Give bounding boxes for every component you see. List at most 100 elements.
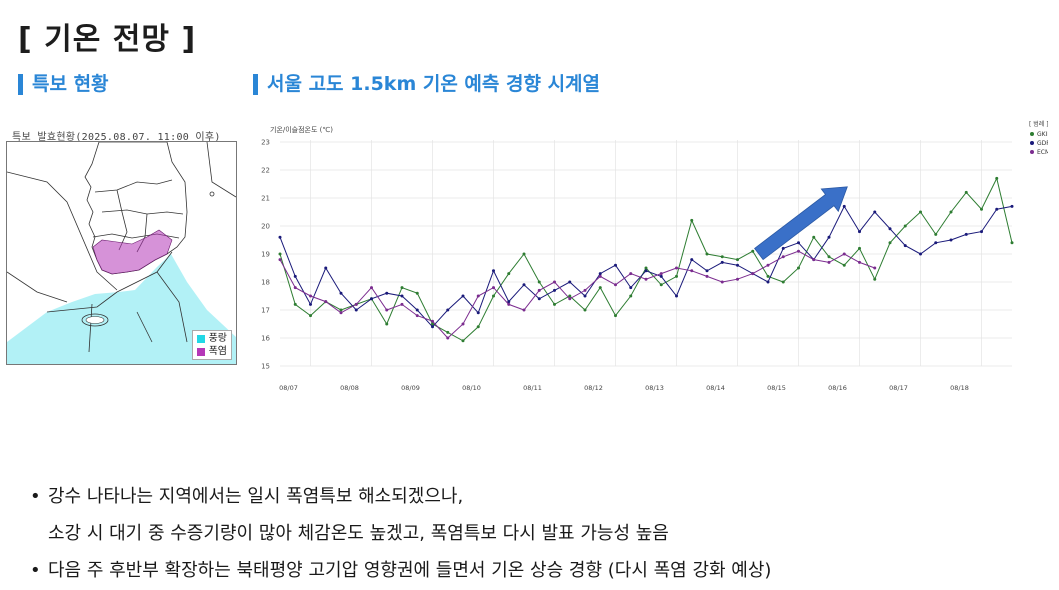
legend-title: [ 범례 ] [1029,120,1048,128]
y-tick-label: 23 [261,139,270,147]
y-tick-label: 17 [261,307,270,315]
x-tick-label: 08/15 [767,384,786,392]
data-point-gdps [766,280,770,284]
data-point-ecmw [354,302,358,306]
data-point-gkim [614,314,617,318]
data-point-gkim [522,252,526,256]
data-point-gkim [934,232,938,236]
warning-map: 풍랑 폭염 [6,141,237,365]
data-point-gkim [842,263,846,267]
data-point-gkim [858,246,861,250]
data-point-gkim [507,272,511,276]
data-point-gkim [980,207,983,211]
map-caption: 특보 발효현황(2025.08.07. 11:00 이후) [12,132,221,143]
legend-item-wind-wave: 풍랑 [196,332,227,345]
data-point-gdps [309,302,312,306]
data-point-ecmw [553,280,556,284]
x-tick-label: 08/10 [462,384,481,392]
data-point-ecmw [583,288,587,292]
data-point-ecmw [659,272,663,276]
data-point-ecmw [675,266,678,270]
data-point-gkim [873,277,877,281]
map-legend: 풍랑 폭염 [191,330,232,360]
data-point-gdps [415,308,419,312]
data-point-gkim [385,322,389,326]
data-point-ecmw [522,308,526,312]
legend-marker-gdps [1030,141,1034,145]
data-point-gdps [583,294,587,298]
x-tick-label: 08/07 [279,384,298,392]
data-point-gdps [858,230,861,234]
data-point-gkim [705,252,709,256]
data-point-gdps [919,252,922,256]
data-point-ecmw [690,269,694,273]
data-point-gdps [339,291,343,295]
page-title: [ 기온 전망 ] [18,22,197,57]
data-point-gdps [736,263,739,267]
data-point-gkim [309,314,312,318]
data-point-ecmw [370,286,373,290]
legend-marker-gkim [1030,132,1034,136]
data-point-gdps [980,230,983,234]
data-point-gdps [553,288,556,292]
data-point-gkim [431,322,434,326]
data-point-gdps [1010,204,1014,208]
data-point-gdps [293,274,297,278]
data-point-ecmw [766,263,770,267]
data-point-ecmw [309,294,312,298]
data-point-gkim [476,325,480,329]
data-point-ecmw [492,286,495,290]
data-point-ecmw [415,314,419,318]
legend-label-wind-wave: 풍랑 [208,333,227,344]
x-tick-label: 08/17 [889,384,908,392]
data-point-ecmw [812,258,816,262]
y-tick-label: 18 [261,279,270,287]
data-point-ecmw [431,319,434,323]
data-point-gkim [827,255,831,259]
bullet-item: • 강수 나타나는 지역에서는 일시 폭염특보 해소되겠으나, [30,478,771,515]
data-point-gkim [675,274,678,278]
series-line-ecmw [279,250,875,339]
data-point-gdps [949,238,953,242]
data-point-ecmw [278,258,282,262]
data-point-ecmw [293,286,297,290]
data-point-ecmw [614,283,617,287]
data-point-gkim [553,302,556,306]
y-tick-label: 15 [261,363,270,371]
bullet-continuation: 소강 시 대기 중 수증기량이 많아 체감온도 높겠고, 폭염특보 다시 발표 … [48,523,669,544]
data-point-gdps [461,294,465,298]
data-point-gdps [278,235,282,239]
data-point-gkim [964,190,968,194]
data-point-gdps [720,260,724,264]
data-point-gdps [995,207,999,211]
heatwave-swatch [196,347,205,356]
data-point-ecmw [705,274,709,278]
series-line-gkim [279,176,1013,342]
chart-legend: [ 범례 ] GKIM GDPS ECMW [1029,120,1056,156]
data-point-gkim [690,218,694,222]
y-tick-label: 22 [261,167,270,175]
data-point-gkim [278,252,282,256]
marine-warning-area [7,254,236,364]
data-point-gdps [659,274,663,278]
data-point-ecmw [461,322,465,326]
y-tick-label: 16 [261,335,270,343]
data-point-gdps [522,283,526,287]
data-point-ecmw [339,311,343,315]
data-point-ecmw [751,272,755,276]
y-tick-label: 19 [261,251,270,259]
legend-label-heatwave: 폭염 [208,346,227,357]
bullet-text: 다음 주 후반부 확장하는 북태평양 고기압 영향권에 들면서 기온 상승 경향… [48,560,772,581]
data-point-gdps [827,235,831,239]
data-point-gdps [934,241,938,245]
data-point-gdps [492,269,495,273]
y-tick-label: 21 [261,195,270,203]
data-point-gdps [614,263,617,267]
data-point-gkim [766,274,770,278]
bullet-dot: • [30,486,41,507]
data-point-gdps [507,300,511,304]
data-point-gkim [812,235,816,239]
data-point-ecmw [644,277,648,281]
data-point-ecmw [446,336,450,340]
data-point-gdps [964,232,968,236]
